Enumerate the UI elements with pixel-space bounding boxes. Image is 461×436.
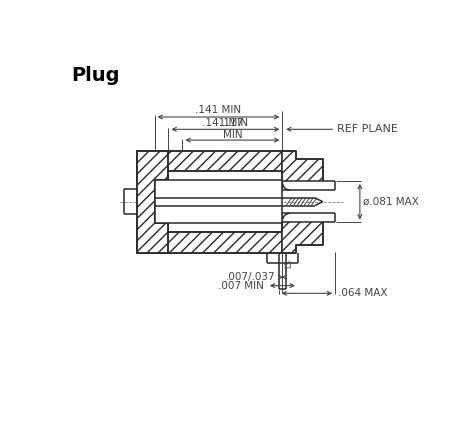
Polygon shape	[283, 222, 323, 252]
Text: .007 MIN: .007 MIN	[218, 281, 264, 291]
Text: .117
MIN: .117 MIN	[221, 119, 244, 140]
Text: REF PLANE: REF PLANE	[337, 124, 397, 134]
Text: .141 MIN: .141 MIN	[202, 118, 248, 128]
Text: .007/.037: .007/.037	[226, 272, 275, 282]
Bar	[154, 180, 283, 223]
Text: Plug: Plug	[71, 66, 120, 85]
Text: L3: L3	[285, 259, 294, 268]
Polygon shape	[137, 223, 283, 252]
Polygon shape	[137, 151, 283, 180]
Text: ø.081 MAX: ø.081 MAX	[363, 197, 419, 207]
Text: .064 MAX: .064 MAX	[338, 288, 388, 298]
Polygon shape	[283, 151, 323, 181]
Text: .141 MIN: .141 MIN	[195, 106, 242, 116]
Polygon shape	[137, 151, 168, 252]
